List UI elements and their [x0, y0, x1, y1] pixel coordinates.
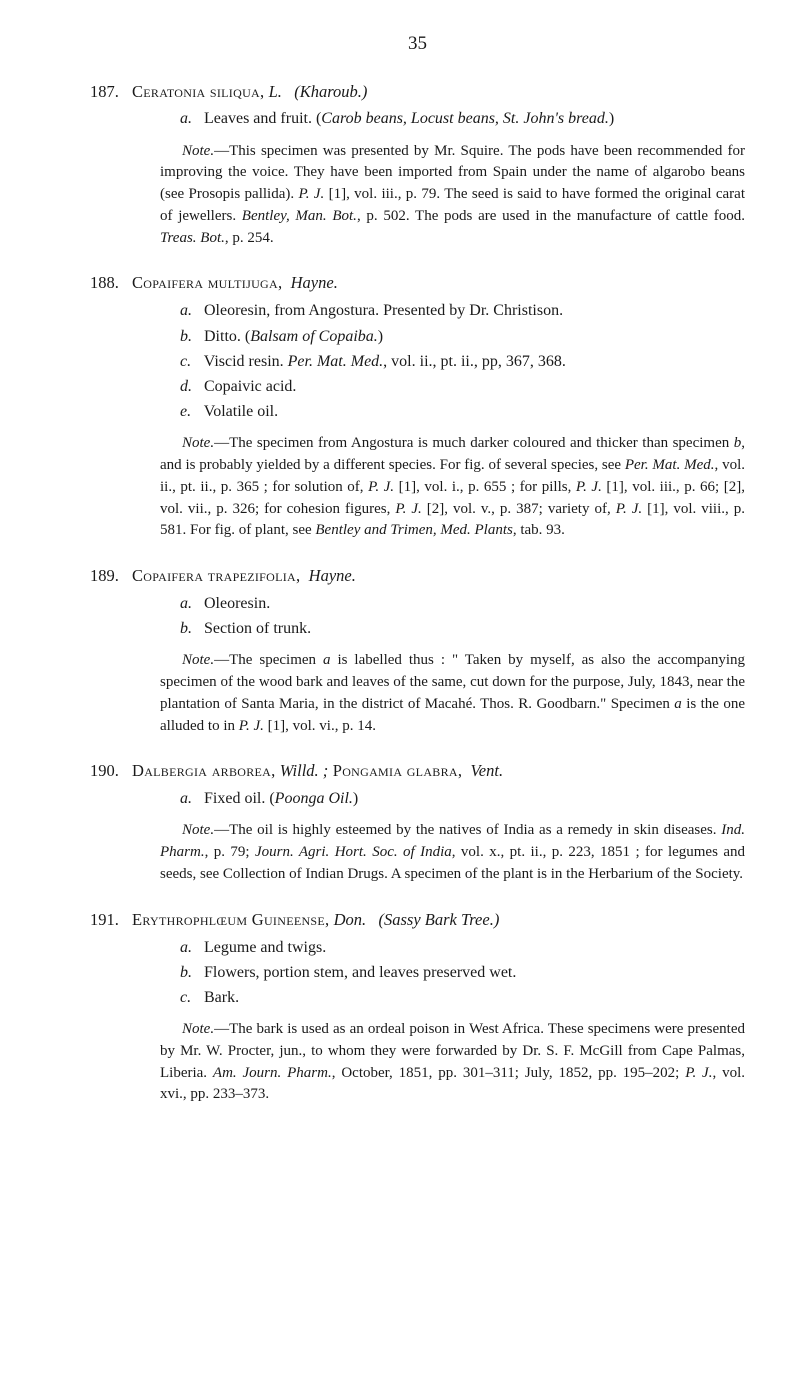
- subitem-label: b.: [180, 617, 200, 640]
- author-abbr: Willd. ;: [276, 761, 329, 780]
- entry-189: 189. Copaifera trapezifolia, Hayne. a. O…: [90, 564, 745, 737]
- subitem-post: ): [378, 328, 383, 345]
- subitem-text: Fixed oil. (: [204, 790, 275, 807]
- species-name: Ceratonia siliqua,: [132, 82, 264, 101]
- entry-note: Note.—The oil is highly esteemed by the …: [160, 820, 745, 885]
- entry-note: Note.—The bark is used as an ordeal pois…: [160, 1019, 745, 1106]
- subitem-ital: Per. Mat. Med.: [288, 353, 384, 370]
- subitem-d: d. Copaivic acid.: [212, 375, 745, 398]
- subitem-text: Copaivic acid.: [204, 378, 296, 395]
- subitem-ital: Poonga Oil.: [275, 790, 353, 807]
- entry-number: 187.: [90, 80, 132, 104]
- subitem-label: c.: [180, 986, 200, 1009]
- subitem-e: e. Volatile oil.: [212, 400, 745, 423]
- subitem-post: ): [353, 790, 358, 807]
- entry-188: 188. Copaifera multijuga, Hayne. a. Oleo…: [90, 271, 745, 542]
- subitem-b: b. Ditto. (Balsam of Copaiba.): [212, 325, 745, 348]
- subitem-label: e.: [180, 400, 200, 423]
- subitem-ital: Balsam of Copaiba.: [250, 328, 378, 345]
- subitem-label: b.: [180, 961, 200, 984]
- subitem-text: Section of trunk.: [204, 620, 311, 637]
- note-text: Note.—This specimen was presented by Mr.…: [160, 141, 745, 250]
- entry-title: Ceratonia siliqua, L. (Kharoub.): [132, 80, 367, 104]
- subitem-text: Bark.: [204, 989, 239, 1006]
- entry-note: Note.—This specimen was presented by Mr.…: [160, 141, 745, 250]
- subitem-text: Viscid resin.: [204, 353, 288, 370]
- entry-note: Note.—The specimen from Angostura is muc…: [160, 433, 745, 542]
- subitem-label: a.: [180, 592, 200, 615]
- entry-number: 188.: [90, 271, 132, 295]
- entry-title: Copaifera trapezifolia, Hayne.: [132, 564, 356, 588]
- subitem-text: Flowers, portion stem, and leaves preser…: [204, 964, 516, 981]
- page-container: 35 187. Ceratonia siliqua, L. (Kharoub.)…: [0, 0, 800, 1168]
- entry-title: Dalbergia arborea, Willd. ; Pongamia gla…: [132, 759, 503, 783]
- subitem-label: a.: [180, 936, 200, 959]
- entry-title: Copaifera multijuga, Hayne.: [132, 271, 338, 295]
- subitem-a: a. Fixed oil. (Poonga Oil.): [212, 787, 745, 810]
- entry-head: 191. Erythrophlœum Guineense, Don. (Sass…: [90, 908, 745, 932]
- subitems: a. Fixed oil. (Poonga Oil.): [180, 787, 745, 810]
- subitem-a: a. Legume and twigs.: [212, 936, 745, 959]
- author-name: Vent.: [471, 761, 504, 780]
- subitem-text: Oleoresin.: [204, 595, 270, 612]
- subitem-text: Oleoresin, from Angostura. Presented by …: [204, 302, 563, 319]
- subitem-b: b. Section of trunk.: [212, 617, 745, 640]
- subitem-a: a. Oleoresin, from Angostura. Presented …: [212, 299, 745, 322]
- subitems: a. Leaves and fruit. (Carob beans, Locus…: [180, 107, 745, 130]
- subitem-text: Volatile oil.: [204, 403, 278, 420]
- species-name: Copaifera multijuga,: [132, 273, 282, 292]
- note-text: Note.—The specimen a is labelled thus : …: [160, 650, 745, 737]
- subitem-a: a. Oleoresin.: [212, 592, 745, 615]
- author-abbr: L.: [264, 82, 281, 101]
- subitems: a. Oleoresin. b. Section of trunk.: [180, 592, 745, 640]
- subitem-post: , vol. ii., pt. ii., pp, 367, 368.: [383, 353, 566, 370]
- author-name: Hayne.: [309, 566, 356, 585]
- subitem-label: d.: [180, 375, 200, 398]
- entry-head: 190. Dalbergia arborea, Willd. ; Pongami…: [90, 759, 745, 783]
- species-name: Erythrophlœum Guineense,: [132, 910, 329, 929]
- subitem-label: a.: [180, 299, 200, 322]
- common-name: (Sassy Bark Tree.): [379, 910, 500, 929]
- note-text: Note.—The oil is highly esteemed by the …: [160, 820, 745, 885]
- entry-number: 189.: [90, 564, 132, 588]
- entry-head: 189. Copaifera trapezifolia, Hayne.: [90, 564, 745, 588]
- entry-191: 191. Erythrophlœum Guineense, Don. (Sass…: [90, 908, 745, 1106]
- subitem-post: ): [609, 110, 614, 127]
- subitem-label: a.: [180, 787, 200, 810]
- subitem-b: b. Flowers, portion stem, and leaves pre…: [212, 961, 745, 984]
- entry-number: 190.: [90, 759, 132, 783]
- subitem-ital: Carob beans, Locust beans, St. John's br…: [321, 110, 609, 127]
- subitems: a. Legume and twigs. b. Flowers, portion…: [180, 936, 745, 1010]
- species-name-2: Pongamia glabra,: [328, 761, 462, 780]
- note-text: Note.—The bark is used as an ordeal pois…: [160, 1019, 745, 1106]
- entry-head: 187. Ceratonia siliqua, L. (Kharoub.): [90, 80, 745, 104]
- subitem-text: Ditto. (: [204, 328, 250, 345]
- entry-title: Erythrophlœum Guineense, Don. (Sassy Bar…: [132, 908, 499, 932]
- entry-number: 191.: [90, 908, 132, 932]
- author-name: Hayne.: [291, 273, 338, 292]
- entry-190: 190. Dalbergia arborea, Willd. ; Pongami…: [90, 759, 745, 885]
- subitem-label: b.: [180, 325, 200, 348]
- species-name: Dalbergia arborea,: [132, 761, 276, 780]
- subitem-c: c. Bark.: [212, 986, 745, 1009]
- subitem-label: a.: [180, 107, 200, 130]
- species-name: Copaifera trapezifolia,: [132, 566, 300, 585]
- subitem-text: Legume and twigs.: [204, 939, 326, 956]
- subitems: a. Oleoresin, from Angostura. Presented …: [180, 299, 745, 423]
- page-number: 35: [90, 30, 745, 58]
- author-abbr: Don.: [329, 910, 366, 929]
- entry-head: 188. Copaifera multijuga, Hayne.: [90, 271, 745, 295]
- subitem-text: Leaves and fruit. (: [204, 110, 321, 127]
- note-text: Note.—The specimen from Angostura is muc…: [160, 433, 745, 542]
- subitem-a: a. Leaves and fruit. (Carob beans, Locus…: [212, 107, 745, 130]
- subitem-label: c.: [180, 350, 200, 373]
- common-name: (Kharoub.): [294, 82, 367, 101]
- entry-note: Note.—The specimen a is labelled thus : …: [160, 650, 745, 737]
- entry-187: 187. Ceratonia siliqua, L. (Kharoub.) a.…: [90, 80, 745, 250]
- subitem-c: c. Viscid resin. Per. Mat. Med., vol. ii…: [212, 350, 745, 373]
